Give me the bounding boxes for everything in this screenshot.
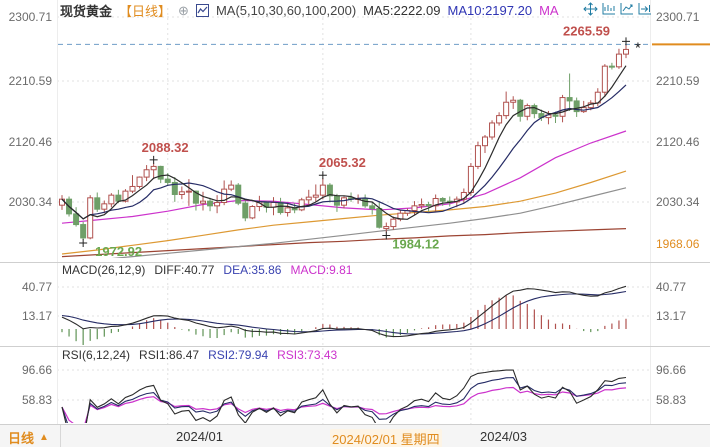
rsi-header: RSI(6,12,24) RSI1:86.47 RSI2:79.94 RSI3:… <box>62 348 337 362</box>
jump-to-latest-icon[interactable] <box>637 2 652 16</box>
rsi3-value: RSI3:73.43 <box>277 348 338 362</box>
ma30-value: MA <box>539 3 559 18</box>
rsi1-value: RSI1:86.47 <box>139 348 200 362</box>
axis-label: 40.77 <box>21 280 52 294</box>
axis-label: 2120.46 <box>8 135 52 149</box>
axis-label: 2210.59 <box>8 74 52 88</box>
axis-label: 96.66 <box>21 363 52 377</box>
macd-diff-value: DIFF:40.77 <box>154 263 215 277</box>
date-label: 2024/03 <box>480 429 527 444</box>
macd-title[interactable]: MACD(26,12,9) <box>62 263 146 277</box>
add-indicator-icon[interactable]: ⊕ <box>178 3 189 18</box>
price-annotation: 2265.59 <box>563 23 610 38</box>
axis-label: 2030.34 <box>656 195 700 209</box>
pan-crosshair-icon[interactable] <box>583 2 598 16</box>
macd-dea-value: DEA:35.86 <box>223 263 282 277</box>
rsi2-value: RSI2:79.94 <box>208 348 269 362</box>
price-annotation: 2088.32 <box>142 140 189 155</box>
period-selector-label: 日线 <box>8 431 35 446</box>
triangle-up-icon: ▲ <box>39 432 49 443</box>
axis-label: 2120.46 <box>656 135 700 149</box>
latest-price-marker: * <box>635 39 641 56</box>
candlestick-preview-icon[interactable] <box>195 4 209 17</box>
axis-label: 2210.59 <box>656 74 700 88</box>
axis-label: 1968.06 <box>656 237 700 251</box>
rsi-title[interactable]: RSI(6,12,24) <box>62 348 131 362</box>
price-annotation: 2065.32 <box>319 155 366 170</box>
axis-label: 58.83 <box>21 393 52 407</box>
period-label[interactable]: 【日线】 <box>119 4 172 19</box>
axis-label: 40.77 <box>656 280 687 294</box>
axis-label: 2030.34 <box>8 195 52 209</box>
macd-macd-value: MACD:9.81 <box>290 263 353 277</box>
chart-toolbar <box>583 2 652 16</box>
period-selector[interactable]: 日线 ▲ <box>8 428 49 447</box>
auto-scale-icon[interactable] <box>601 2 616 16</box>
date-label: 2024/02/01 星期四 <box>330 429 442 447</box>
macd-header: MACD(26,12,9) DIFF:40.77 DEA:35.86 MACD:… <box>62 263 352 277</box>
price-annotation: 1972.92 <box>95 244 142 259</box>
chart-header: 现货黄金 【日线】 ⊕ MA(5,10,30,60,100,200) MA5:2… <box>60 1 559 20</box>
ma5-value: MA5:2222.09 <box>363 3 441 18</box>
scale-to-data-icon[interactable] <box>619 2 634 16</box>
datebar-divider <box>60 425 61 447</box>
ma10-value: MA10:2197.20 <box>447 3 533 18</box>
date-axis-bar: 日线 ▲ 2024/01 2024/02/01 星期四 2024/03 <box>0 424 710 447</box>
axis-label: 2300.71 <box>656 10 700 24</box>
axis-label: 2300.71 <box>8 10 52 24</box>
axis-label: 13.17 <box>656 309 687 323</box>
axis-label: 96.66 <box>656 363 687 377</box>
price-annotation: 1984.12 <box>392 237 439 252</box>
date-label: 2024/01 <box>176 429 223 444</box>
ma-settings-label[interactable]: MA(5,10,30,60,100,200) <box>215 3 357 18</box>
axis-label: 58.83 <box>656 393 687 407</box>
axis-label: 13.17 <box>21 309 52 323</box>
symbol-name: 现货黄金 <box>60 4 113 19</box>
